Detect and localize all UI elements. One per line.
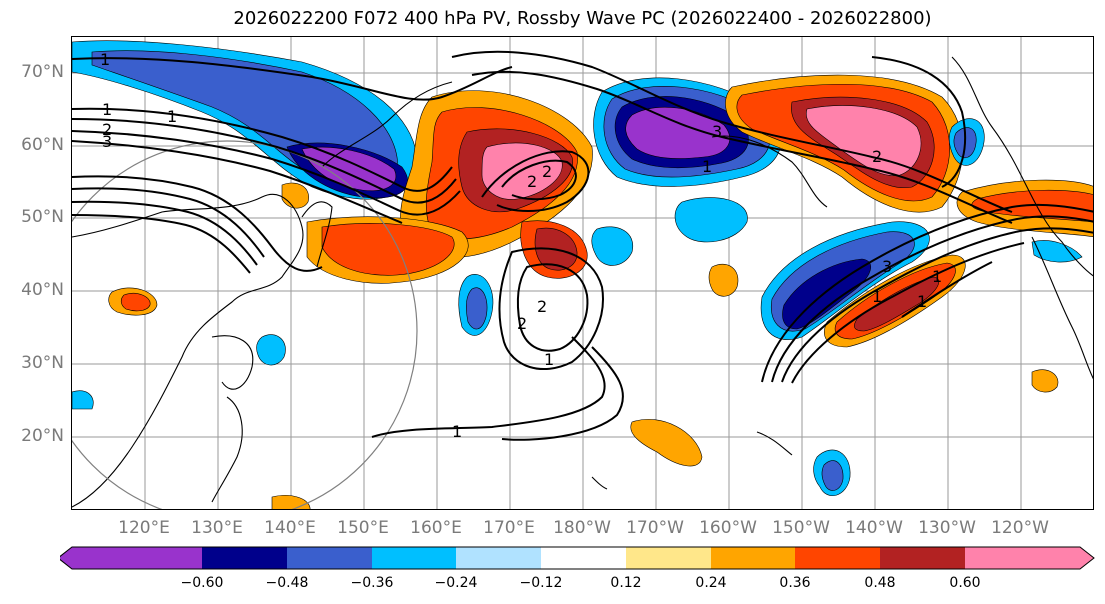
lat-label: 40°N xyxy=(21,280,64,300)
lon-label: 150°W xyxy=(772,518,830,538)
lon-label: 120°W xyxy=(991,518,1049,538)
positive-anomaly-region xyxy=(630,419,703,467)
colorbar-segment xyxy=(626,547,711,569)
contour-label: 2 xyxy=(537,297,547,316)
contour-label: 2 xyxy=(102,120,112,139)
lon-label: 130°W xyxy=(918,518,976,538)
contour-label: 3 xyxy=(102,132,112,151)
colorbar-segment xyxy=(795,547,880,569)
colorbar-tick-label: −0.48 xyxy=(265,575,309,591)
negative-anomaly-region xyxy=(72,390,94,410)
positive-anomaly-region xyxy=(120,293,151,312)
positive-anomaly-region xyxy=(271,495,311,509)
colorbar xyxy=(60,546,1095,570)
contour-label: 1 xyxy=(452,422,462,441)
lon-label: 180°W xyxy=(553,518,611,538)
colorbar-tick-label: −0.60 xyxy=(180,575,224,591)
contour-label: 1 xyxy=(932,267,942,286)
positive-anomaly-region xyxy=(321,223,455,276)
colorbar-segment xyxy=(880,547,965,569)
colorbar-segment xyxy=(202,547,287,569)
lon-label: 160°E xyxy=(410,518,462,538)
colorbar-tick-label: −0.24 xyxy=(434,575,478,591)
colorbar-segment xyxy=(456,547,541,569)
negative-anomaly-region xyxy=(256,334,286,366)
colorbar-segment xyxy=(60,547,202,569)
lat-label: 50°N xyxy=(21,207,64,227)
lon-label: 130°E xyxy=(191,518,243,538)
lat-label: 20°N xyxy=(21,426,64,446)
negative-anomaly-region xyxy=(821,460,844,491)
colorbar-tick-label: 0.24 xyxy=(695,575,727,591)
lon-label: 160°W xyxy=(699,518,757,538)
colorbar-tick-label: 0.12 xyxy=(610,575,642,591)
positive-anomaly-region xyxy=(708,263,739,297)
negative-anomaly-region xyxy=(301,146,397,192)
lon-label: 170°W xyxy=(626,518,684,538)
positive-anomaly-region xyxy=(1031,369,1059,393)
lat-label: 60°N xyxy=(21,135,64,155)
contour-label: 3 xyxy=(882,257,892,276)
pv-contours xyxy=(72,50,1093,441)
colorbar-tick-label: −0.12 xyxy=(519,575,563,591)
lon-label: 150°E xyxy=(337,518,389,538)
contour-label: 1 xyxy=(102,100,112,119)
negative-anomaly-region xyxy=(466,287,488,330)
colorbar-tick-label: −0.36 xyxy=(350,575,394,591)
contour-label: 1 xyxy=(702,157,712,176)
lat-label: 30°N xyxy=(21,353,64,373)
contour-label: 2 xyxy=(527,172,537,191)
colorbar-segment xyxy=(711,547,795,569)
contour-label: 2 xyxy=(517,314,527,333)
reference-circle xyxy=(72,140,418,509)
contour-label: 3 xyxy=(712,122,722,141)
colorbar-segment xyxy=(287,547,372,569)
colorbar-tick-label: 0.60 xyxy=(949,575,981,591)
map-panel: 1 1 1 2 3 2 2 2 1 3 1 2 1 2 1 3 1 1 xyxy=(71,36,1094,510)
negative-anomaly-region xyxy=(674,197,748,243)
colorbar-segment xyxy=(372,547,456,569)
negative-anomaly-region xyxy=(591,226,634,266)
chart-title: 2026022200 F072 400 hPa PV, Rossby Wave … xyxy=(233,8,932,29)
lon-label: 120°E xyxy=(118,518,170,538)
contour-label: 2 xyxy=(542,162,552,181)
colorbar-segment xyxy=(965,547,1094,569)
positive-anomaly-region xyxy=(805,105,922,176)
colorbar-tick-label: 0.36 xyxy=(779,575,811,591)
positive-anomaly-region xyxy=(854,276,940,332)
contour-label: 1 xyxy=(544,350,554,369)
map-canvas: 1 1 1 2 3 2 2 2 1 3 1 2 1 2 1 3 1 1 xyxy=(72,37,1093,509)
colorbar-segment xyxy=(541,547,626,569)
contour-label: 1 xyxy=(917,292,927,311)
colorbar-tick-label: 0.48 xyxy=(864,575,896,591)
contour-label: 1 xyxy=(167,107,177,126)
lon-label: 170°E xyxy=(483,518,535,538)
lon-label: 140°W xyxy=(845,518,903,538)
contour-label: 1 xyxy=(100,50,110,69)
contour-label: 1 xyxy=(872,287,882,306)
lat-label: 70°N xyxy=(21,62,64,82)
contour-label: 2 xyxy=(872,147,882,166)
lon-label: 140°E xyxy=(264,518,316,538)
contour-labels: 1 1 1 2 3 2 2 2 1 3 1 2 1 2 1 3 1 1 xyxy=(100,50,942,441)
positive-anomaly-region xyxy=(281,182,309,209)
